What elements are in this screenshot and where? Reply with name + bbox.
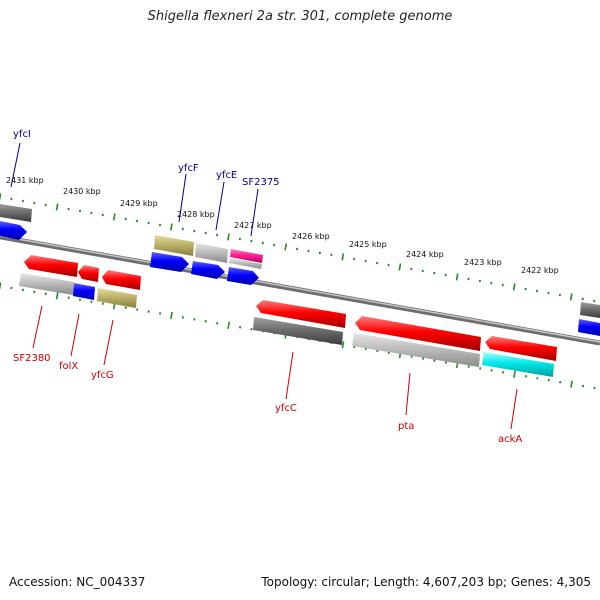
tick-labels: 2431 kbp 2430 kbp 2429 kbp 2428 kbp 2427… (6, 176, 559, 275)
gene-feature[interactable] (256, 300, 346, 328)
tick-major (512, 283, 516, 291)
backbone (0, 234, 600, 346)
tick-major (569, 293, 573, 301)
gene-feature[interactable] (0, 204, 32, 222)
gene-label-folX[interactable]: folX (59, 361, 78, 372)
tick-major (0, 193, 2, 201)
gene-features-minus (19, 255, 557, 377)
gene-label-yfcI[interactable]: yfcI (13, 129, 31, 140)
gene-feature[interactable] (482, 352, 554, 377)
gene-feature[interactable] (230, 249, 263, 263)
tick-major (227, 321, 230, 329)
tick-major (227, 233, 230, 241)
gene-labels: yfcI yfcF yfcE SF2375 SF2380 folX yfcG y… (13, 129, 522, 445)
gene-feature[interactable] (352, 333, 480, 367)
leader-SF2375 (250, 188, 259, 237)
gene-label-yfcF[interactable]: yfcF (178, 163, 199, 174)
tick-label: 2429 kbp (120, 199, 158, 208)
gene-feature[interactable] (154, 235, 194, 256)
gene-feature[interactable] (73, 283, 95, 300)
gene-feature[interactable] (102, 270, 141, 290)
gene-feature[interactable] (19, 273, 74, 295)
tick-label: 2426 kbp (292, 232, 330, 241)
tick-major (0, 282, 2, 290)
gene-feature[interactable] (253, 317, 343, 345)
tick-major (170, 311, 173, 320)
tick-major (170, 223, 173, 231)
gene-label-ackA[interactable]: ackA (498, 434, 522, 445)
gene-label-yfcG[interactable]: yfcG (91, 370, 114, 381)
leader-yfcC (285, 351, 294, 400)
tick-label: 2424 kbp (406, 250, 444, 259)
tick-major (513, 370, 516, 378)
tick-major (284, 243, 288, 251)
leader-folX (70, 313, 80, 357)
tick-label: 2430 kbp (63, 187, 101, 196)
gene-feature[interactable] (97, 288, 137, 308)
tick-major (570, 380, 573, 388)
leader-yfcF (178, 173, 187, 223)
gene-feature[interactable] (0, 221, 27, 240)
leader-SF2380 (32, 305, 43, 349)
gene-feature[interactable] (229, 258, 262, 269)
tick-rail-outer (0, 193, 596, 303)
tick-major (398, 263, 402, 271)
leader-yfcI (10, 142, 21, 188)
gene-label-yfcC[interactable]: yfcC (275, 403, 297, 414)
tick-major (455, 273, 459, 281)
gene-label-SF2375[interactable]: SF2375 (242, 177, 280, 188)
gene-label-SF2380[interactable]: SF2380 (13, 353, 51, 364)
gene-feature[interactable] (191, 261, 225, 279)
leader-ackA (510, 388, 518, 430)
gene-feature[interactable] (485, 336, 557, 361)
tick-major (55, 292, 59, 300)
gene-feature[interactable] (195, 243, 228, 263)
tick-label: 2422 kbp (521, 266, 559, 275)
tick-label: 2431 kbp (6, 176, 44, 185)
leader-yfcE (215, 181, 225, 231)
gene-feature[interactable] (355, 316, 481, 351)
gene-feature[interactable] (580, 302, 600, 318)
gene-label-yfcE[interactable]: yfcE (216, 170, 237, 181)
label-leaders (10, 142, 518, 430)
tick-label: 2428 kbp (177, 210, 215, 219)
leader-yfcG (103, 319, 114, 366)
tick-label: 2423 kbp (464, 258, 502, 267)
gene-feature[interactable] (24, 255, 78, 277)
tick-major (341, 341, 345, 349)
genome-summary-text: Topology: circular; Length: 4,607,203 bp… (261, 575, 591, 589)
gene-feature[interactable] (78, 265, 99, 282)
tick-major (55, 203, 59, 211)
gene-feature[interactable] (578, 319, 600, 336)
tick-label: 2425 kbp (349, 240, 387, 249)
gene-feature[interactable] (227, 267, 259, 285)
gene-features-plus (0, 204, 600, 336)
tick-major (112, 213, 116, 221)
accession-text: Accession: NC_004337 (9, 575, 146, 589)
leader-pta (405, 372, 411, 416)
tick-rail-inner (0, 282, 596, 390)
gene-feature[interactable] (150, 252, 189, 272)
genome-title: Shigella flexneri 2a str. 301, complete … (147, 9, 453, 24)
gene-label-pta[interactable]: pta (398, 421, 414, 432)
tick-major (341, 253, 345, 261)
